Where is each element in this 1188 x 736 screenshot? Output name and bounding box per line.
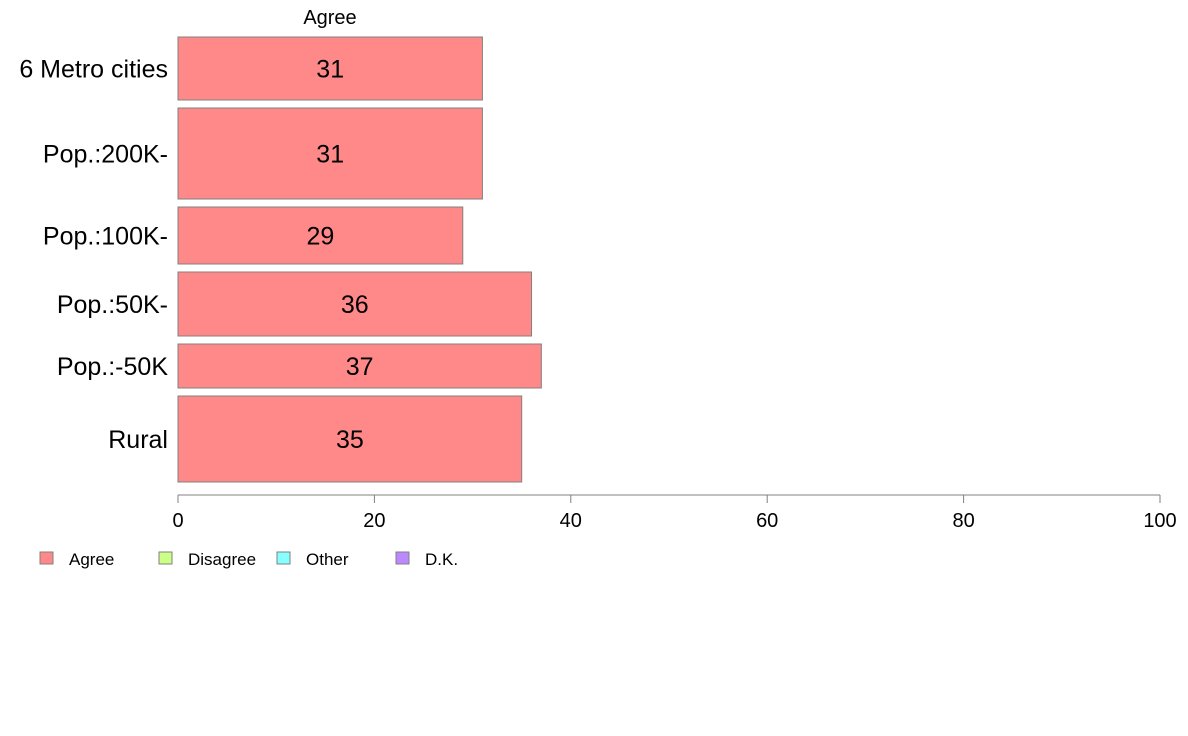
legend-swatch xyxy=(395,551,410,565)
category-label: 6 Metro cities xyxy=(19,56,168,84)
bar xyxy=(177,271,533,337)
x-tick-label: 60 xyxy=(756,510,778,532)
bar xyxy=(177,206,464,265)
legend-swatch xyxy=(39,551,54,565)
data-label: 37 xyxy=(346,353,374,381)
legend-label: D.K. xyxy=(425,550,458,569)
category-label: Pop.:100K- xyxy=(43,223,168,251)
category-label: Rural xyxy=(108,426,168,454)
x-tick-label: 40 xyxy=(560,510,582,532)
bars-group: 31 6 Metro cities 31 Pop.:200K- 29 Pop.:100K-… xyxy=(19,36,542,483)
data-label: 31 xyxy=(316,141,344,169)
bar xyxy=(177,343,542,389)
x-tick-label: 20 xyxy=(363,510,385,532)
data-label: 31 xyxy=(316,56,344,84)
data-label: 29 xyxy=(306,223,334,251)
category-label: Pop.:50K- xyxy=(57,291,168,319)
legend-label: Disagree xyxy=(188,550,256,569)
bar xyxy=(177,36,483,101)
bar xyxy=(177,395,523,483)
legend-label: Other xyxy=(306,550,349,569)
data-label: 36 xyxy=(341,291,369,319)
x-tick-label: 100 xyxy=(1143,510,1176,532)
category-label: Pop.:200K- xyxy=(43,141,168,169)
x-tick-label: 80 xyxy=(952,510,974,532)
legend-swatch xyxy=(276,551,291,565)
x-tick-label: 0 xyxy=(172,510,183,532)
series-title: Agree xyxy=(303,7,356,29)
category-label: Pop.:-50K xyxy=(57,353,169,381)
legend-swatch xyxy=(158,551,173,565)
legend-label: Agree xyxy=(69,550,114,569)
bar xyxy=(177,107,483,200)
legend: Agree Disagree Other D.K. xyxy=(39,550,458,569)
data-label: 35 xyxy=(336,426,364,454)
x-axis: 0 20 40 60 80 100 xyxy=(172,494,1177,532)
